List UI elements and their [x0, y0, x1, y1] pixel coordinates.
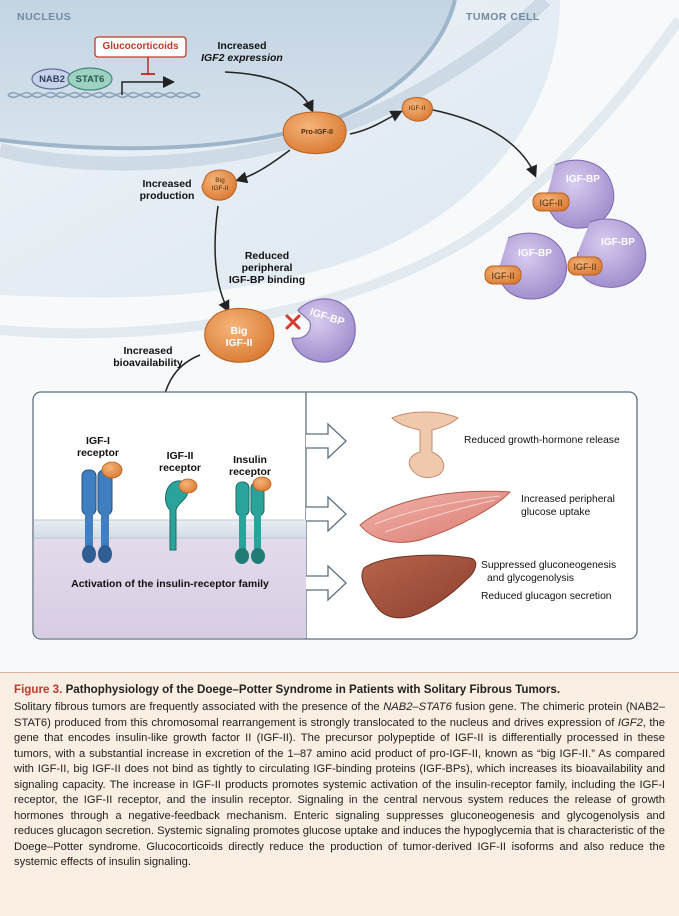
igf1-receptor — [81, 461, 123, 563]
increased-igf2-line1: Increased — [217, 40, 267, 52]
igf2-receptor-line2: receptor — [158, 462, 201, 474]
big-igf2-small-line1: Big — [215, 177, 225, 184]
effect-gluconeogenesis-line2: and glycogenolysis — [487, 573, 575, 584]
tumor-cell-label: TUMOR CELL — [466, 11, 540, 23]
increased-bioavailability-line2: bioavailability — [113, 357, 183, 369]
pituitary-icon — [391, 411, 459, 478]
figure-caption: Figure 3. Pathophysiology of the Doege–P… — [0, 672, 679, 916]
caption-body-part3: , the gene that encodes insulin-like gro… — [14, 716, 665, 869]
igfbp-complex-1 — [532, 159, 615, 229]
igf2-label-2: IGF-II — [491, 271, 515, 281]
nab2-label: NAB2 — [39, 74, 65, 85]
stat6-protein — [67, 67, 113, 91]
activation-label: Activation of the insulin-receptor famil… — [71, 578, 269, 590]
caption-title-line: Figure 3. Pathophysiology of the Doege–P… — [14, 683, 665, 696]
caption-fusion-gene: NAB2–STAT6 — [383, 701, 452, 713]
igfbp-complex-2 — [484, 232, 567, 300]
igfbp-label-2: IGF-BP — [518, 248, 552, 259]
effect-growth-hormone: Reduced growth-hormone release — [464, 435, 620, 446]
igf2-label-1: IGF-II — [539, 198, 563, 208]
insulin-receptor — [235, 476, 272, 564]
muscle-icon — [359, 490, 512, 543]
figure-label: Figure 3. — [14, 683, 63, 696]
igf2-label-3: IGF-II — [573, 262, 597, 272]
igf2-small-label: IGF-II — [408, 105, 426, 112]
effect-glucose-uptake-line2: glucose uptake — [521, 507, 591, 518]
effect-gluconeogenesis-line1: Suppressed gluconeogenesis — [481, 560, 617, 571]
caption-title: Pathophysiology of the Doege–Potter Synd… — [65, 683, 561, 696]
caption-body-part2: fusion gene. The chimeric protein (NAB2–… — [14, 701, 666, 729]
increased-bioavailability-line1: Increased — [123, 345, 173, 357]
diagram-artwork — [0, 0, 679, 640]
igf2-small-protein — [401, 97, 433, 122]
insulin-receptor-line2: receptor — [228, 466, 271, 478]
arrow-to-liver — [306, 564, 347, 602]
igfbp-label-1: IGF-BP — [566, 174, 600, 185]
reduced-binding-line3: IGF-BP binding — [228, 274, 306, 286]
big-igf2-protein — [204, 307, 275, 363]
arrow-to-brain — [306, 422, 347, 460]
big-igf2-line2: IGF-II — [225, 337, 253, 349]
igf2-receptor — [165, 478, 198, 551]
glucocorticoids-box — [94, 36, 187, 58]
caption-gene: IGF2 — [617, 716, 643, 729]
nucleus-label: NUCLEUS — [17, 11, 72, 23]
caption-body: Solitary fibrous tumors are frequently a… — [14, 700, 665, 871]
igfbp-complex-3 — [567, 218, 647, 288]
big-igf2-small-protein — [201, 169, 237, 201]
big-igf2-small-line2: IGF-II — [211, 185, 229, 192]
increased-production-line1: Increased — [142, 178, 192, 190]
effect-glucose-uptake-line1: Increased peripheral — [521, 494, 615, 505]
cell-membrane — [0, 0, 550, 171]
igf1-receptor-line1: IGF-I — [86, 435, 110, 447]
liver-icon — [361, 554, 477, 619]
igf2-receptor-line1: IGF-II — [166, 450, 194, 462]
glucocorticoids-label: Glucocorticoids — [102, 41, 179, 52]
insulin-receptor-line1: Insulin — [233, 454, 267, 466]
igf1-receptor-line2: receptor — [76, 447, 119, 459]
pro-igf2-label: Pro-IGF-II — [301, 129, 333, 136]
igfbp-unbound — [291, 298, 356, 363]
increased-igf2-line2: IGF2 expression — [201, 52, 283, 64]
stat6-label: STAT6 — [75, 74, 105, 85]
effect-glucagon: Reduced glucagon secretion — [481, 591, 612, 602]
arrow-to-muscle — [306, 495, 347, 533]
pro-igf2-protein — [282, 111, 347, 155]
big-igf2-line1: Big — [230, 325, 248, 337]
pathophysiology-diagram: NUCLEUS TUMOR CELL Glucocorticoids NAB2 … — [0, 0, 679, 640]
reduced-binding-line1: Reduced — [244, 250, 290, 262]
reduced-binding-line2: peripheral — [241, 262, 293, 274]
caption-body-part1: Solitary fibrous tumors are frequently a… — [14, 701, 384, 713]
igfbp-label-3: IGF-BP — [601, 237, 635, 248]
no-binding-x-icon — [285, 314, 301, 330]
increased-production-line2: production — [139, 190, 195, 202]
dna-strand — [7, 91, 201, 99]
